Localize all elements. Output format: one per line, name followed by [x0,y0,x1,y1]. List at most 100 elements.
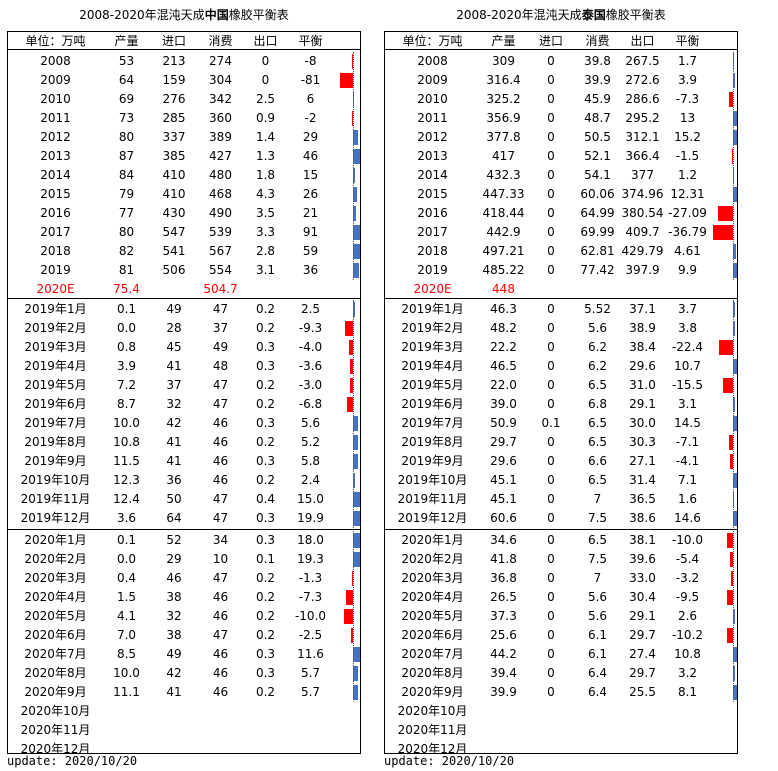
cell-balance: -7.3 [675,92,700,106]
row-label: 2016 [417,206,448,220]
row-label: 2014 [417,168,448,182]
cell-consumption: 46 [212,609,229,623]
row-label: 2020年4月 [24,590,87,604]
cell-output: 7.2 [116,378,137,392]
cell-consumption: 47 [212,397,229,411]
cell-consumption [198,721,243,740]
balance-table: 单位：万吨 产量 进口 消费 出口 平衡 2008 309 0 39.8 267.5 1.7 2009 3… [384,31,738,754]
monthly-row: 2019年4月 3.9 41 48 0.3 -3.6 [8,357,360,376]
panel-title: 2008-2020年混沌天成中国橡胶平衡表 [7,6,361,24]
annual-row: 2016 77 430 490 3.5 21 [8,204,360,223]
cell-import: 541 [162,244,186,258]
cell-consumption [198,702,243,721]
cell-balance [288,702,333,721]
cell-balance: 46 [302,149,319,163]
cell-import: 0 [547,666,555,680]
cell-balance: -1.3 [298,571,323,585]
cell-balance [288,721,333,740]
row-label: 2009 [40,73,71,87]
cell-output: 73 [118,111,135,125]
annual-row: 2013 417 0 52.1 366.4 -1.5 [385,147,737,166]
cell-export: 0 [261,54,270,68]
balance-bar [353,511,360,526]
annual-row: 2018 82 541 567 2.8 59 [8,242,360,261]
cell-balance: -9.3 [298,321,323,335]
cell-import: 38 [166,590,182,604]
cell-import: 0 [547,92,555,106]
cell-balance: 15.0 [297,492,324,506]
cell-balance: 1.2 [677,168,698,182]
monthly-row: 2019年9月 29.6 0 6.6 27.1 -4.1 [385,452,737,471]
cell-balance: 91 [302,225,319,239]
cell-output: 325.2 [486,92,521,106]
monthly-row: 2020年9月 11.1 41 46 0.2 5.7 [8,683,360,702]
cell-consumption: 48 [212,359,229,373]
balance-bar [353,552,360,567]
cell-consumption: 7 [593,492,602,506]
row-label: 2019年3月 [401,340,464,354]
row-label: 2009 [417,73,448,87]
row-label: 2020E [36,282,75,296]
annual-row: 2008 309 0 39.8 267.5 1.7 [385,52,737,71]
cell-export [243,702,288,721]
cell-output [480,702,527,721]
cell-import: 0 [547,609,555,623]
annual-row: 2013 87 385 427 1.3 46 [8,147,360,166]
cell-import: 213 [162,54,186,68]
cell-consumption: 46 [212,666,229,680]
monthly-row: 2019年10月 45.1 0 6.5 31.4 7.1 [385,471,737,490]
row-label: 2019年1月 [24,302,87,316]
cell-consumption: 6.4 [587,685,608,699]
cell-output: 45.1 [490,473,517,487]
cell-balance: -2 [304,111,317,125]
row-label: 2017 [417,225,448,239]
cell-balance: 5.2 [300,435,321,449]
cell-export: 312.1 [625,130,660,144]
row-label: 2020E [413,282,452,296]
cell-balance: -10.2 [671,628,704,642]
balance-bar [353,168,356,183]
cell-import: 547 [162,225,186,239]
row-label: 2016 [40,206,71,220]
cell-output: 64 [118,73,135,87]
cell-consumption [198,740,243,753]
balance-bar [730,454,733,469]
section-divider [385,529,737,530]
cell-export: 38.6 [629,511,656,525]
cell-import [150,740,198,753]
cell-output: 25.6 [490,628,517,642]
monthly-row: 2020年9月 39.9 0 6.4 25.5 8.1 [385,683,737,702]
cell-output: 26.5 [490,590,517,604]
cell-balance: 18.0 [297,533,324,547]
row-label: 2020年11月 [20,723,91,737]
cell-output: 432.3 [486,168,521,182]
balance-bar [353,416,359,431]
cell-output: 46.5 [490,359,517,373]
column-header: 消费 [585,34,610,48]
cell-balance: -4.0 [298,340,323,354]
row-label: 2008 [40,54,71,68]
monthly-row: 2020年5月 4.1 32 46 0.2 -10.0 [8,607,360,626]
cell-balance: -2.5 [298,628,323,642]
cell-output: 448 [492,282,515,296]
balance-bar [346,590,353,605]
header-divider [8,49,360,50]
annual-row: 2017 80 547 539 3.3 91 [8,223,360,242]
cell-consumption: 427 [209,149,232,163]
cell-balance: 5.7 [300,666,321,680]
cell-consumption: 7 [593,571,602,585]
cell-export: 0.3 [255,359,276,373]
monthly-row: 2020年11月 [8,721,360,740]
balance-bar [733,473,737,488]
cell-consumption: 5.52 [584,302,611,316]
row-label: 2020年5月 [24,609,87,623]
column-header: 平衡 [298,34,323,48]
cell-import: 41 [166,359,182,373]
cell-consumption [575,721,620,740]
cell-balance: 5.8 [300,454,321,468]
cell-export: 380.54 [621,206,664,220]
cell-balance: 29 [302,130,319,144]
cell-consumption: 46 [212,416,229,430]
cell-consumption: 50.5 [584,130,611,144]
cell-balance: 5.7 [300,685,321,699]
